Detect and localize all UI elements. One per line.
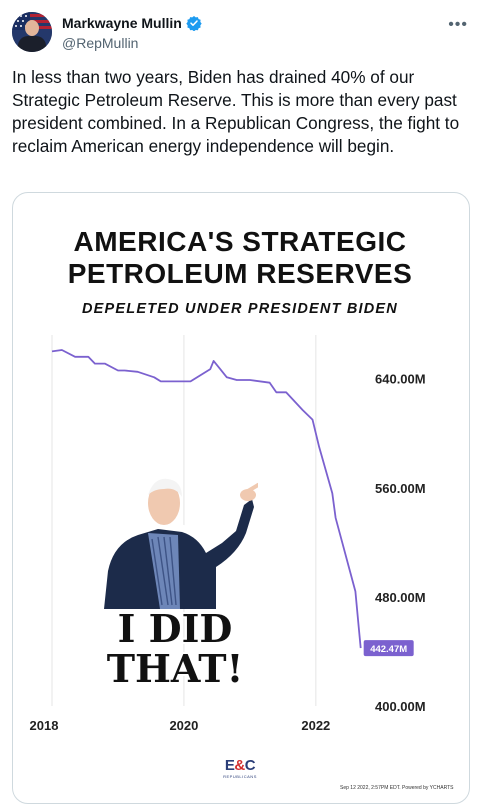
chart-footer: Sep 12 2022, 2:57PM EDT. Powered by YCHA… <box>340 785 454 791</box>
tweet-header: Markwayne Mullin @RepMullin ••• <box>12 12 468 56</box>
chart-title-line-1: AMERICA'S STRATEGIC <box>73 226 407 257</box>
x-tick-label-0: 2018 <box>30 718 59 733</box>
pointing-man-cutout <box>98 478 258 609</box>
more-options-icon[interactable]: ••• <box>448 16 468 33</box>
chart-title-line-2: PETROLEUM RESERVES <box>67 258 413 289</box>
verified-badge-icon <box>186 16 202 31</box>
x-tick-label-1: 2020 <box>169 718 198 733</box>
avatar[interactable] <box>12 12 52 52</box>
y-tick-label-3: 640.00M <box>375 372 426 387</box>
avatar-face <box>25 20 39 36</box>
y-tick-label-1: 480.00M <box>375 590 426 605</box>
y-tick-label-2: 560.00M <box>375 481 426 496</box>
x-tick-label-2: 2022 <box>301 718 330 733</box>
avatar-suit <box>18 36 46 52</box>
ec-republicans-logo: E&C REPUBLICANS <box>215 757 265 779</box>
tweet-image[interactable] <box>12 192 470 804</box>
logo-mark: E&C <box>224 757 256 774</box>
series-line-0 <box>51 349 362 649</box>
tweet-text: In less than two years, Biden has draine… <box>12 67 464 156</box>
author-row: Markwayne Mullin <box>62 15 202 31</box>
last-value-badge <box>363 640 414 657</box>
last-value-label: 442.47M <box>370 644 407 655</box>
author-name[interactable]: Markwayne Mullin <box>62 15 182 31</box>
chart-subtitle: DEPELETED UNDER PRESIDENT BIDEN <box>82 301 398 317</box>
logo-subtitle: REPUBLICANS <box>223 774 257 779</box>
chart-title: AMERICA'S STRATEGIC PETROLEUM RESERVES <box>0 226 480 290</box>
y-tick-label-0: 400.00M <box>375 699 426 714</box>
author-handle[interactable]: @RepMullin <box>62 35 139 51</box>
i-did-that-caption: I DID THAT! <box>106 606 244 691</box>
